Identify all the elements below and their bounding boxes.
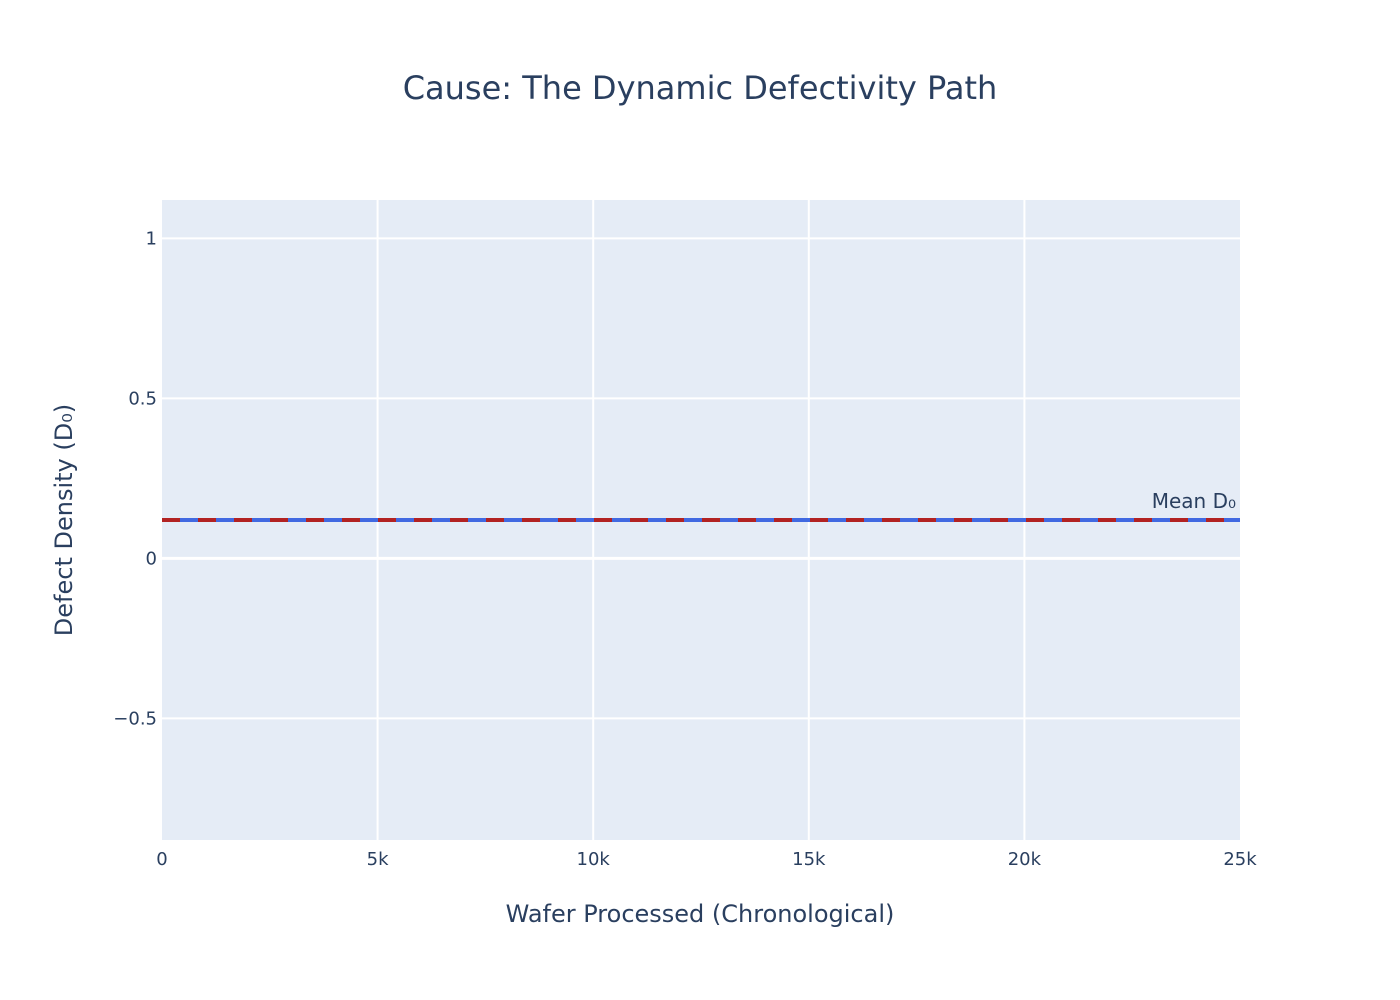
- y-tick-label: 0: [146, 548, 157, 569]
- x-axis-ticks: 0 5k 10k 15k 20k 25k: [156, 849, 1257, 870]
- x-tick-label: 25k: [1223, 849, 1257, 870]
- chart-title: Cause: The Dynamic Defectivity Path: [403, 69, 998, 107]
- y-axis-title: Defect Density (D₀): [50, 404, 78, 636]
- x-tick-label: 20k: [1008, 849, 1042, 870]
- x-tick-label: 10k: [577, 849, 611, 870]
- y-tick-label: 0.5: [128, 388, 157, 409]
- y-tick-label: 1: [146, 228, 157, 249]
- x-tick-label: 15k: [792, 849, 826, 870]
- x-tick-label: 0: [156, 849, 167, 870]
- y-axis-ticks: −0.5 0 0.5 1: [113, 228, 157, 729]
- x-axis-title: Wafer Processed (Chronological): [506, 900, 895, 928]
- x-tick-label: 5k: [367, 849, 389, 870]
- mean-line-label: Mean D₀: [1152, 489, 1236, 513]
- y-tick-label: −0.5: [113, 708, 157, 729]
